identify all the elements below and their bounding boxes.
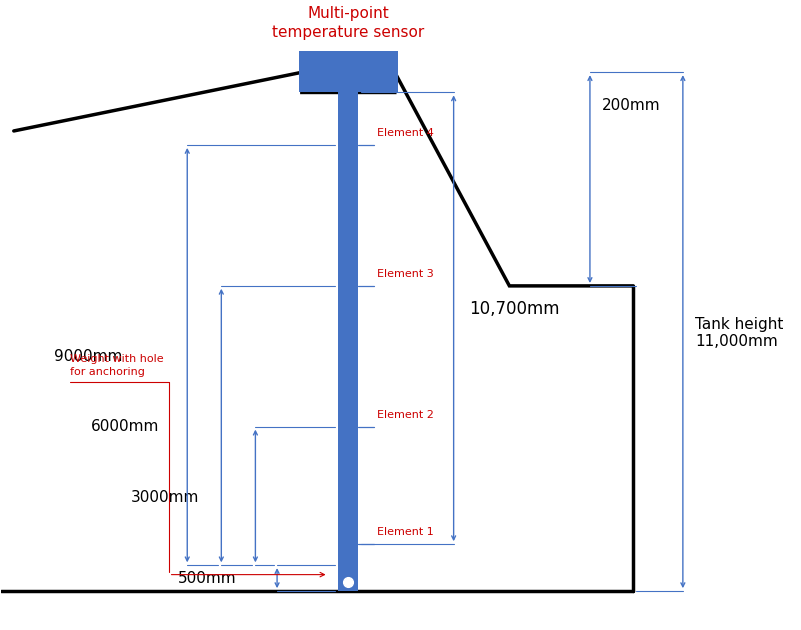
Bar [338, 565, 358, 591]
Text: 10,700mm: 10,700mm [469, 301, 560, 318]
Text: 9000mm: 9000mm [54, 349, 123, 364]
Text: Tank height
11,000mm: Tank height 11,000mm [695, 317, 783, 349]
Text: Element 3: Element 3 [376, 269, 433, 279]
Bar [299, 72, 398, 93]
Text: Element 2: Element 2 [376, 410, 433, 420]
Bar [299, 51, 398, 72]
Text: Element 1: Element 1 [376, 527, 433, 537]
Bar [338, 93, 358, 565]
Text: 200mm: 200mm [602, 98, 661, 113]
Text: Multi-point
temperature sensor: Multi-point temperature sensor [272, 6, 425, 40]
Text: Weight with hole
for anchoring: Weight with hole for anchoring [70, 354, 163, 377]
Text: 500mm: 500mm [178, 571, 237, 586]
Text: 3000mm: 3000mm [131, 490, 199, 505]
Text: 6000mm: 6000mm [91, 419, 159, 434]
Text: Element 4: Element 4 [376, 128, 433, 138]
